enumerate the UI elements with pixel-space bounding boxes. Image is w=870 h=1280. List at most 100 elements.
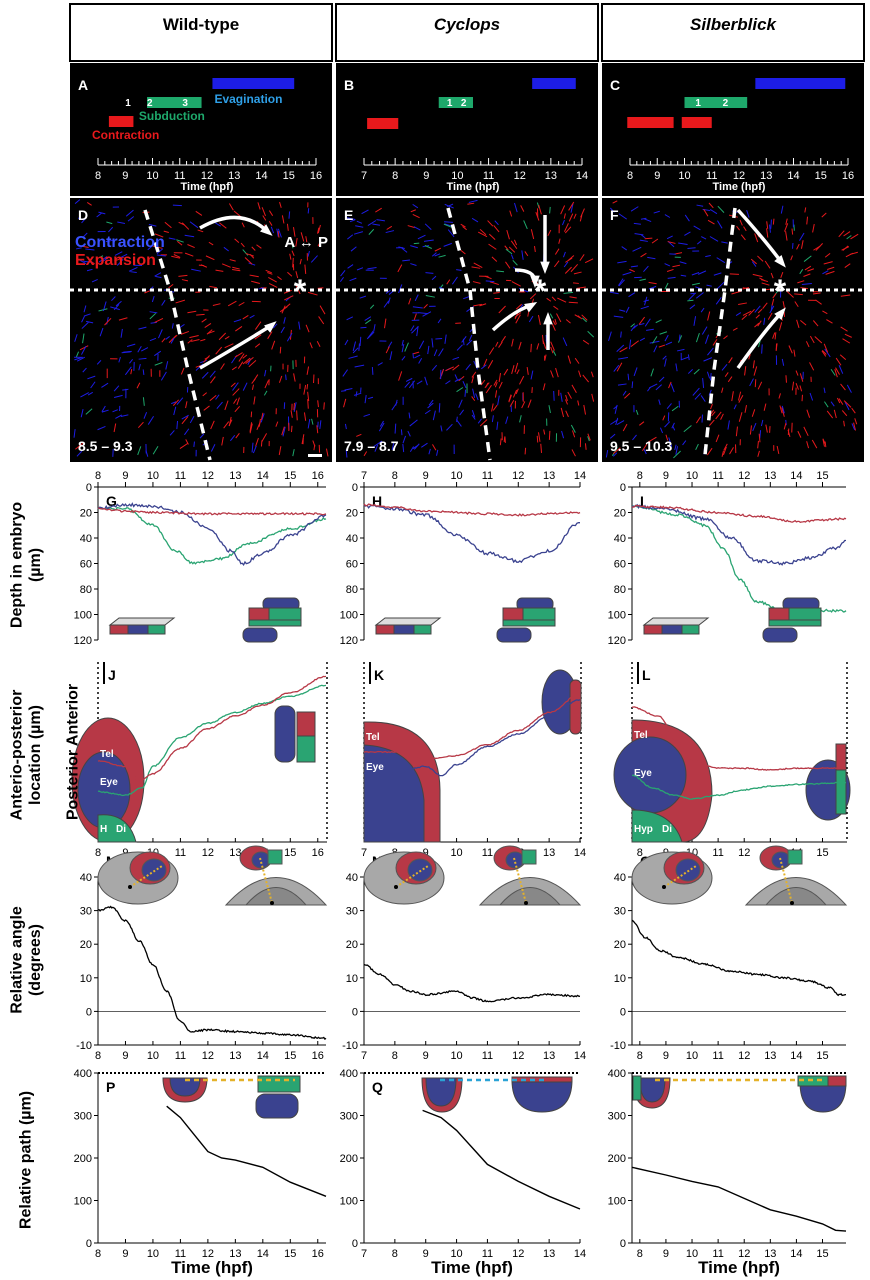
flow-vector xyxy=(231,366,237,371)
flow-vector xyxy=(823,343,829,353)
flow-vector xyxy=(652,336,658,344)
flow-vector xyxy=(366,330,374,340)
flow-vector xyxy=(268,210,274,217)
flow-vector xyxy=(830,368,836,376)
flow-vector xyxy=(173,254,181,258)
eye-vesicle xyxy=(496,627,532,643)
tick-label: 20 xyxy=(346,508,358,520)
flow-vector xyxy=(751,409,756,417)
flow-vector xyxy=(148,223,157,227)
flow-vector xyxy=(796,319,800,329)
phase-bar xyxy=(627,117,674,128)
region-label: Di xyxy=(662,824,672,835)
flow-vector xyxy=(497,395,500,406)
flow-vector xyxy=(428,399,434,406)
flow-vector xyxy=(459,409,465,416)
flow-vector xyxy=(80,392,89,398)
flow-vector xyxy=(424,245,432,249)
phase-bar xyxy=(367,118,399,129)
flow-vector xyxy=(472,388,476,399)
flow-vector xyxy=(514,202,518,213)
tick-label: 80 xyxy=(80,584,92,596)
flow-vector xyxy=(264,380,269,389)
tick-label: 120 xyxy=(608,635,626,647)
flow-vector xyxy=(245,252,254,257)
eye xyxy=(407,858,433,882)
tel xyxy=(827,1075,847,1087)
flow-vector xyxy=(210,376,216,384)
flow-vector xyxy=(367,220,377,226)
tick-label: 8 xyxy=(637,1248,643,1260)
tick-label: 13 xyxy=(543,1050,555,1062)
flow-vector xyxy=(171,255,181,259)
flow-vector xyxy=(821,350,827,355)
flow-vector xyxy=(452,364,460,371)
tick-label: 7 xyxy=(361,470,367,482)
flow-vector xyxy=(446,279,451,285)
flow-vector xyxy=(292,257,294,268)
series-telencephalon xyxy=(363,693,581,760)
series-diencephalon xyxy=(97,684,327,797)
flow-vector xyxy=(467,202,475,205)
flow-vector xyxy=(826,410,834,419)
tick-label: 12 xyxy=(202,470,214,482)
tick-label: 100 xyxy=(608,610,626,622)
row-label-line: Posterior Anterior xyxy=(65,684,82,820)
flow-vector xyxy=(621,246,628,251)
tick-label: 12 xyxy=(512,470,524,482)
flow-vector xyxy=(701,236,707,240)
series-telencephalon xyxy=(631,504,847,523)
flow-vector xyxy=(108,226,114,233)
axis-orientation: A ↔ P xyxy=(284,234,328,251)
flow-vector xyxy=(639,337,646,342)
flow-vector xyxy=(791,381,795,391)
tick-label: 30 xyxy=(80,906,92,918)
phase-number: 1 xyxy=(695,98,701,109)
phase-bar xyxy=(684,97,748,108)
row-label-line: Relative angle xyxy=(8,906,25,1014)
flow-vector xyxy=(803,255,812,262)
flow-vector xyxy=(766,221,769,229)
flow-vector xyxy=(590,371,594,378)
flow-vector xyxy=(423,239,434,242)
flow-vector xyxy=(101,382,109,388)
flow-vector xyxy=(113,304,120,311)
flow-vector xyxy=(851,407,856,414)
flow-vector xyxy=(412,214,420,219)
flow-vector xyxy=(557,297,567,303)
pivot-dot xyxy=(394,885,398,889)
flow-vector xyxy=(687,299,694,302)
tick-label: 12 xyxy=(202,1050,214,1062)
flow-vector xyxy=(418,312,429,315)
flow-vector xyxy=(267,331,273,340)
flow-vector xyxy=(769,224,771,233)
flow-vector xyxy=(307,418,311,429)
flow-vector xyxy=(549,206,551,214)
block-di xyxy=(502,619,556,627)
flow-vector xyxy=(181,222,190,230)
flow-vector xyxy=(731,391,734,402)
flow-vector xyxy=(766,228,769,238)
flow-vector xyxy=(689,304,696,310)
flow-vector xyxy=(757,450,760,457)
flow-vector xyxy=(232,269,241,272)
tick-label: 10 xyxy=(450,1050,462,1062)
tick-label: 8 xyxy=(392,170,398,182)
flow-vector xyxy=(224,400,229,411)
flow-vector xyxy=(540,443,543,453)
flow-vector xyxy=(172,399,180,406)
flow-vector xyxy=(468,334,473,342)
flow-vector xyxy=(537,314,541,325)
flow-vector xyxy=(253,396,256,405)
tick-label: 10 xyxy=(147,470,159,482)
flow-vector xyxy=(126,343,136,347)
flow-vector xyxy=(76,356,86,362)
tick-label: 11 xyxy=(483,170,494,182)
flow-vector xyxy=(81,316,85,323)
flow-vector xyxy=(151,295,155,303)
flow-vector xyxy=(510,240,518,250)
flow-vector xyxy=(318,316,325,325)
flow-vector xyxy=(210,420,215,430)
flow-vector xyxy=(255,437,259,447)
